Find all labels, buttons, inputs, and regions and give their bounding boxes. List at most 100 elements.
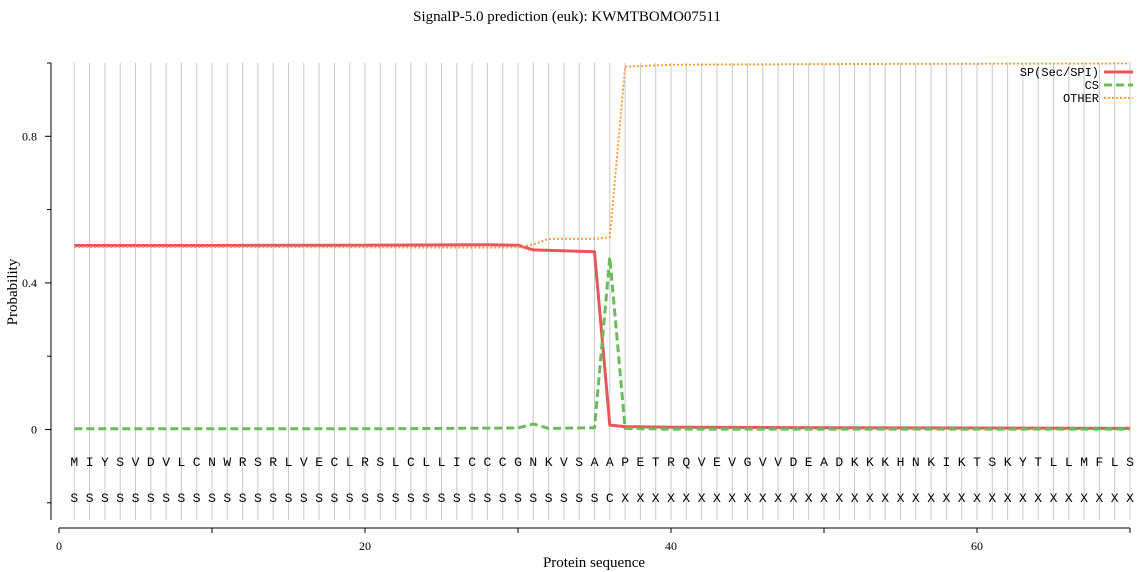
series-line-other <box>74 62 1131 249</box>
sequence-residue: V <box>132 455 140 470</box>
sequence-residue: E <box>713 455 721 470</box>
residue-class-label: S <box>177 491 185 506</box>
residue-class-label: S <box>545 491 553 506</box>
residue-class-label: S <box>285 491 293 506</box>
residue-class-label: X <box>682 491 690 506</box>
sequence-residue: M <box>70 455 78 470</box>
sequence-residue: V <box>774 455 782 470</box>
sequence-residue: V <box>728 455 736 470</box>
sequence-residue: L <box>346 455 354 470</box>
residue-class-label: X <box>897 491 905 506</box>
residue-class-label: X <box>744 491 752 506</box>
sequence-residue: E <box>315 455 323 470</box>
residue-class-label: X <box>1111 491 1119 506</box>
residue-class-label: S <box>86 491 94 506</box>
residue-class-label: X <box>912 491 920 506</box>
residue-class-label: S <box>376 491 384 506</box>
sequence-residue: K <box>851 455 859 470</box>
y-tick-label: 0.4 <box>22 276 37 290</box>
sequence-residue: C <box>499 455 507 470</box>
residue-class-label: S <box>499 491 507 506</box>
sequence-residue: E <box>805 455 813 470</box>
sequence-residue: C <box>193 455 201 470</box>
residue-class-label: S <box>223 491 231 506</box>
residue-class-label: X <box>958 491 966 506</box>
legend-label: CS <box>1085 79 1099 93</box>
residue-class-label: S <box>239 491 247 506</box>
residue-class-label: X <box>636 491 644 506</box>
sequence-residue: Q <box>682 455 690 470</box>
residue-class-label: S <box>483 491 491 506</box>
sequence-residue: G <box>744 455 752 470</box>
sequence-residue: R <box>361 455 369 470</box>
x-axis-label: Protein sequence <box>543 555 645 571</box>
residue-class-label: S <box>116 491 124 506</box>
sequence-residue: C <box>483 455 491 470</box>
sequence-residue: S <box>1126 455 1134 470</box>
residue-class-label: X <box>667 491 675 506</box>
sequence-residue: L <box>1050 455 1058 470</box>
sequence-residue: L <box>422 455 430 470</box>
residue-class-label: S <box>514 491 522 506</box>
sequence-residue: P <box>621 455 629 470</box>
residue-class-label: S <box>422 491 430 506</box>
sequence-residue: L <box>392 455 400 470</box>
residue-class-label: S <box>315 491 323 506</box>
sequence-residue: C <box>468 455 476 470</box>
sequence-residue: L <box>1111 455 1119 470</box>
sequence-residue: T <box>652 455 660 470</box>
residue-class-label: X <box>774 491 782 506</box>
residue-class-label: X <box>1004 491 1012 506</box>
sequence-residue: K <box>1004 455 1012 470</box>
residue-class-label: S <box>147 491 155 506</box>
sequence-residue: A <box>591 455 599 470</box>
sequence-residue: D <box>835 455 843 470</box>
residue-class-label: X <box>1126 491 1134 506</box>
sequence-residue: K <box>927 455 935 470</box>
sequence-residue: M <box>1080 455 1088 470</box>
residue-class-label: S <box>132 491 140 506</box>
sequence-residue: G <box>514 455 522 470</box>
sequence-residue: C <box>330 455 338 470</box>
sequence-residue: A <box>606 455 614 470</box>
sequence-residue: V <box>698 455 706 470</box>
sequence-residue: F <box>1095 455 1103 470</box>
residue-class-label: S <box>346 491 354 506</box>
sequence-residue: T <box>973 455 981 470</box>
residue-class-label: S <box>101 491 109 506</box>
residue-class-label: X <box>1065 491 1073 506</box>
residue-class-label: X <box>866 491 874 506</box>
residue-class-label: X <box>820 491 828 506</box>
residue-class-label: S <box>193 491 201 506</box>
residue-class-label: X <box>835 491 843 506</box>
residue-class-label: S <box>208 491 216 506</box>
legend-label: SP(Sec/SPI) <box>1020 66 1099 80</box>
residue-class-label: X <box>1050 491 1058 506</box>
x-tick-label: 60 <box>971 539 983 553</box>
residue-class-label: X <box>942 491 950 506</box>
residue-class-label: S <box>392 491 400 506</box>
residue-class-label: X <box>973 491 981 506</box>
x-tick-label: 40 <box>665 539 677 553</box>
residue-class-label: X <box>698 491 706 506</box>
residue-class-label: X <box>1080 491 1088 506</box>
legend-label: OTHER <box>1063 92 1099 106</box>
sequence-residue: S <box>575 455 583 470</box>
residue-class-label: X <box>1019 491 1027 506</box>
residue-class-label: S <box>453 491 461 506</box>
residue-class-label: S <box>361 491 369 506</box>
series-lines <box>74 62 1131 431</box>
y-axis-label: Probability <box>5 258 21 325</box>
sequence-residue: N <box>912 455 920 470</box>
sequence-residue: D <box>789 455 797 470</box>
residue-class-label: X <box>789 491 797 506</box>
sequence-residue: Y <box>1019 455 1027 470</box>
residue-class-label: X <box>1095 491 1103 506</box>
sequence-residue: Y <box>101 455 109 470</box>
sequence-residue: H <box>897 455 905 470</box>
sequence-residue: V <box>759 455 767 470</box>
sequence-residue: V <box>162 455 170 470</box>
sequence-residue: K <box>958 455 966 470</box>
sequence-residue: E <box>636 455 644 470</box>
